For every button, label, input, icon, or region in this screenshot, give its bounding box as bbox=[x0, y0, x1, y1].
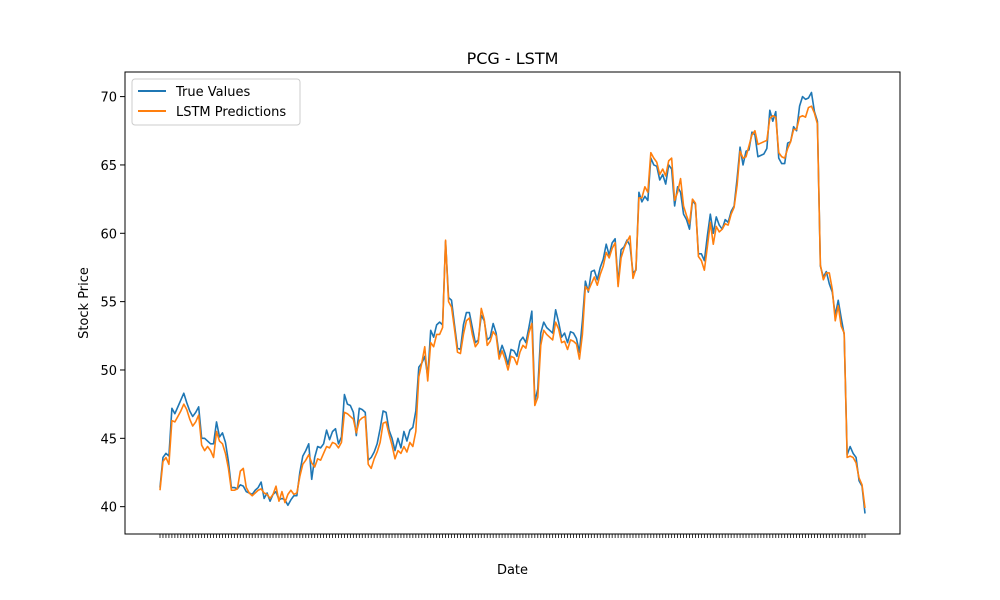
y-tick-label: 55 bbox=[100, 296, 117, 311]
y-tick-label: 50 bbox=[100, 364, 117, 379]
chart-title: PCG - LSTM bbox=[467, 49, 559, 68]
y-axis-ticks: 40 45 50 55 60 65 70 bbox=[100, 91, 125, 516]
y-tick-label: 60 bbox=[100, 227, 117, 242]
legend-box bbox=[131, 78, 301, 126]
y-axis-label: Stock Price bbox=[77, 267, 92, 339]
y-tick-label: 65 bbox=[100, 159, 117, 174]
series-layer bbox=[159, 91, 866, 514]
x-axis-ticks bbox=[159, 534, 866, 538]
plot-area-frame bbox=[124, 71, 901, 535]
legend-label-lstm-predictions: LSTM Predictions bbox=[176, 105, 286, 120]
legend-label-true-values: True Values bbox=[175, 85, 250, 100]
series-line-lstm-predictions bbox=[159, 105, 866, 509]
legend: True Values LSTM Predictions bbox=[131, 78, 301, 126]
y-tick-label: 45 bbox=[100, 432, 117, 447]
y-tick-label: 40 bbox=[100, 501, 117, 516]
y-tick-label: 70 bbox=[100, 91, 117, 106]
x-axis-label: Date bbox=[497, 563, 528, 578]
